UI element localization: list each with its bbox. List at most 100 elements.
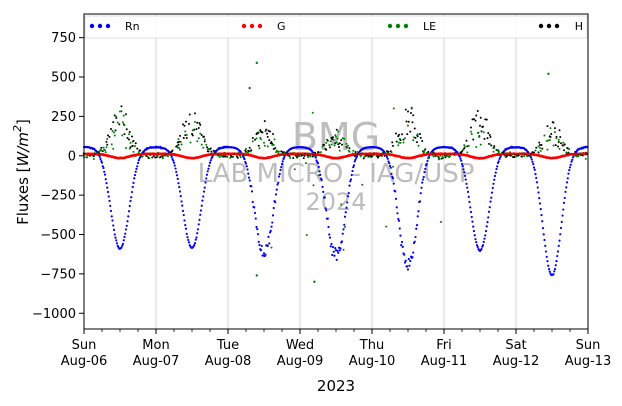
le-point <box>207 147 210 150</box>
rn-point <box>180 200 183 203</box>
le-point <box>346 146 349 149</box>
y-tick-label: 0 <box>68 149 76 164</box>
rn-point <box>466 190 470 193</box>
rn-point <box>547 268 551 271</box>
rn-point <box>346 201 349 204</box>
h-point <box>476 110 479 113</box>
le-point <box>251 140 254 143</box>
le-point <box>263 141 265 144</box>
le-point <box>179 148 181 151</box>
y-tick-label: 500 <box>51 71 76 86</box>
h-point <box>362 157 365 160</box>
h-point <box>521 155 523 158</box>
rn-point <box>245 165 248 168</box>
rn-point <box>483 237 486 240</box>
rn-point <box>175 174 179 177</box>
rn-point <box>421 181 424 184</box>
le-point <box>416 133 419 136</box>
h-point <box>259 129 262 132</box>
le-point <box>218 156 221 159</box>
h-point <box>365 154 367 157</box>
rn-point <box>476 245 479 249</box>
rn-point <box>424 167 427 171</box>
rn-point <box>113 233 116 236</box>
le-point <box>100 149 103 152</box>
le-point <box>340 203 343 206</box>
rn-point <box>99 157 102 161</box>
legend-marker-rn <box>105 23 111 29</box>
h-point <box>198 122 201 125</box>
rn-point <box>271 214 275 217</box>
h-point <box>406 133 409 136</box>
x-tick-label-date: Aug-07 <box>133 354 180 369</box>
rn-point <box>336 249 339 252</box>
h-point <box>292 157 295 160</box>
le-point <box>359 155 362 158</box>
rn-point <box>415 224 419 227</box>
h-point <box>533 151 535 154</box>
rn-point <box>115 239 118 242</box>
rn-point <box>459 157 462 160</box>
h-point <box>557 145 559 148</box>
h-point <box>484 118 487 121</box>
h-point <box>424 148 427 151</box>
rn-point <box>469 206 472 209</box>
rn-point <box>333 254 336 257</box>
rn-point <box>391 177 395 180</box>
rn-point <box>343 223 346 226</box>
rn-point <box>490 191 494 194</box>
le-point <box>515 155 518 158</box>
le-point <box>328 144 331 147</box>
le-point <box>112 147 115 150</box>
rn-point <box>419 192 422 195</box>
h-point <box>89 154 91 157</box>
rn-point <box>246 168 249 171</box>
rn-point <box>103 173 107 176</box>
h-point <box>560 142 562 145</box>
rn-point <box>132 181 135 184</box>
le-point <box>439 154 442 157</box>
rn-point <box>422 175 425 179</box>
h-point <box>416 141 418 144</box>
x-axis-title: 2023 <box>317 377 355 395</box>
h-point <box>114 129 117 132</box>
le-point <box>345 142 348 145</box>
le-point <box>260 138 262 141</box>
rn-point <box>463 170 466 174</box>
rn-point <box>352 164 356 167</box>
rn-point <box>394 197 398 200</box>
h-point <box>470 126 472 129</box>
h-point <box>332 136 334 139</box>
rn-point <box>100 161 104 164</box>
rn-point <box>529 156 533 159</box>
y-tick-label: −250 <box>40 189 76 204</box>
rn-point <box>493 174 497 178</box>
le-point <box>134 145 136 148</box>
le-point <box>202 146 205 149</box>
rn-point <box>556 250 560 253</box>
h-point <box>113 114 116 117</box>
rn-point <box>170 155 173 158</box>
rn-point <box>463 174 467 178</box>
rn-point <box>413 240 416 243</box>
rn-point <box>466 186 469 189</box>
le-point <box>148 157 151 160</box>
rn-point <box>209 159 212 162</box>
h-point <box>487 132 490 135</box>
le-point <box>167 155 169 158</box>
rn-point <box>250 185 253 188</box>
rn-point <box>397 219 401 222</box>
rn-point <box>458 155 461 158</box>
rn-point <box>544 244 547 247</box>
h-point <box>474 119 477 122</box>
rn-point <box>197 223 200 226</box>
rn-point <box>187 241 191 244</box>
h-point <box>108 135 111 138</box>
legend: Rn G LE H <box>84 15 588 39</box>
rn-point <box>414 235 417 239</box>
h-point <box>152 155 155 158</box>
x-tick-label-day: Thu <box>359 338 384 353</box>
le-point <box>493 146 496 149</box>
rn-point <box>107 195 110 198</box>
